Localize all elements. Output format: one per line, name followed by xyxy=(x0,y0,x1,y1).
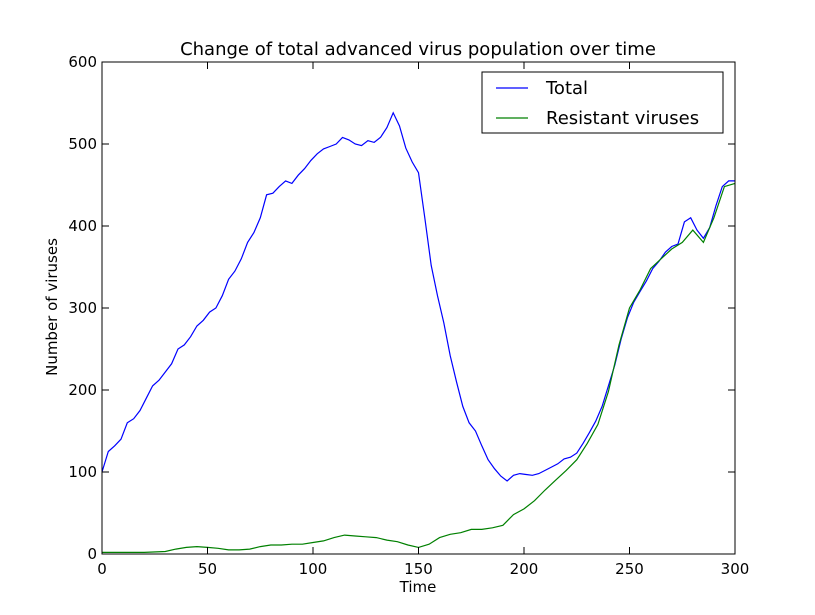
y-tick-label: 200 xyxy=(68,381,97,399)
chart-title: Change of total advanced virus populatio… xyxy=(180,39,656,60)
x-tick-label: 150 xyxy=(404,560,433,578)
x-tick-label: 300 xyxy=(721,560,750,578)
y-tick-label: 100 xyxy=(68,463,97,481)
x-tick-label: 50 xyxy=(198,560,217,578)
x-axis-ticks: 0 50 100 150 200 250 300 xyxy=(97,62,749,578)
y-tick-label: 400 xyxy=(68,217,97,235)
x-tick-label: 250 xyxy=(615,560,644,578)
plot-series xyxy=(101,111,736,554)
y-tick-label: 300 xyxy=(68,299,97,317)
series-line-resistant-viruses xyxy=(102,182,736,554)
legend-label-total: Total xyxy=(545,78,588,99)
x-tick-label: 0 xyxy=(97,560,107,578)
plot-frame xyxy=(101,61,736,555)
series-line-total xyxy=(101,111,735,482)
legend: Total Resistant viruses xyxy=(481,71,724,134)
y-tick-label: 0 xyxy=(87,545,97,563)
x-tick-label: 200 xyxy=(510,560,539,578)
legend-box xyxy=(481,71,724,134)
y-tick-label: 600 xyxy=(68,53,97,71)
legend-label-resistant: Resistant viruses xyxy=(546,108,699,129)
y-tick-label: 500 xyxy=(68,135,97,153)
x-axis-label: Time xyxy=(399,578,437,596)
x-tick-label: 100 xyxy=(299,560,328,578)
y-axis-label: Number of viruses xyxy=(43,238,61,376)
y-axis-ticks: 0 100 200 300 400 500 600 xyxy=(68,53,735,563)
